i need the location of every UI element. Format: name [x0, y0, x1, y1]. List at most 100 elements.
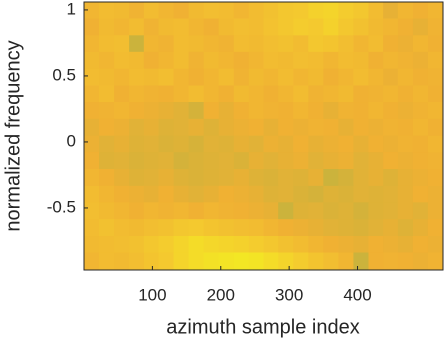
heatmap-cell — [248, 51, 264, 70]
heatmap-cell — [173, 169, 190, 187]
heatmap-cell — [368, 35, 384, 53]
heatmap-cell — [129, 102, 145, 120]
heatmap-cell — [99, 35, 115, 53]
heatmap-cell — [278, 102, 294, 120]
axes-box — [83, 1, 444, 271]
heatmap-cell — [412, 152, 429, 170]
heatmap-cell — [412, 202, 429, 220]
heatmap-cell — [158, 68, 175, 87]
heatmap-cell — [129, 135, 145, 153]
heatmap-cell — [248, 2, 264, 20]
heatmap-cell — [99, 169, 115, 187]
heatmap-cell — [368, 18, 384, 36]
heatmap-cell — [158, 102, 175, 120]
heatmap-cell — [323, 51, 339, 70]
heatmap-cell — [323, 68, 339, 87]
heatmap-cell — [427, 2, 444, 20]
heatmap-cell — [84, 102, 100, 120]
heatmap-cell — [412, 18, 429, 36]
heatmap-cell — [129, 85, 145, 103]
heatmap-cell — [368, 252, 384, 271]
heatmap-cell — [293, 169, 309, 187]
heatmap-cell — [143, 152, 160, 170]
heatmap-cell — [383, 169, 399, 187]
heatmap-cell — [263, 35, 279, 53]
heatmap-cell — [397, 152, 414, 170]
heatmap-cell — [308, 68, 324, 87]
heatmap-cell — [427, 135, 444, 153]
heatmap-cell — [397, 236, 414, 254]
heatmap-cell — [278, 185, 294, 203]
heatmap-cell — [218, 152, 235, 170]
heatmap-cell — [353, 35, 369, 53]
heatmap-cell — [218, 135, 235, 153]
heatmap-cell — [203, 102, 220, 120]
heatmap-cell — [397, 51, 414, 70]
heatmap-cell — [278, 2, 294, 20]
heatmap-cell — [188, 252, 205, 271]
heatmap-cell — [293, 219, 309, 237]
heatmap-cell — [158, 236, 175, 254]
heatmap-cell — [248, 252, 264, 271]
heatmap-cell — [308, 35, 324, 53]
heatmap-cell — [173, 2, 190, 20]
heatmap-cell — [84, 51, 100, 70]
heatmap-cell — [203, 169, 220, 187]
heatmap-cell — [383, 51, 399, 70]
heatmap-cell — [218, 252, 235, 271]
heatmap-cell — [218, 202, 235, 220]
heatmap-cell — [173, 252, 190, 271]
heatmap-cell — [368, 85, 384, 103]
heatmap-cell — [233, 185, 250, 203]
heatmap-cell — [338, 185, 354, 203]
heatmap-cell — [248, 169, 264, 187]
heatmap-cell — [412, 135, 429, 153]
heatmap-cell — [278, 51, 294, 70]
heatmap-cell — [218, 118, 235, 137]
heatmap-cell — [233, 236, 250, 254]
heatmap-cell — [248, 202, 264, 220]
heatmap-cell — [203, 219, 220, 237]
heatmap-cell — [99, 2, 115, 20]
heatmap-cell — [158, 35, 175, 53]
heatmap-cell — [368, 102, 384, 120]
heatmap-cell — [368, 51, 384, 70]
heatmap-cell — [353, 51, 369, 70]
heatmap-cell — [203, 35, 220, 53]
heatmap-cell — [427, 85, 444, 103]
heatmap-cell — [203, 68, 220, 87]
heatmap-cell — [263, 102, 279, 120]
heatmap-cell — [323, 102, 339, 120]
heatmap-cell — [308, 85, 324, 103]
heatmap-cell — [248, 236, 264, 254]
heatmap-cell — [173, 219, 190, 237]
heatmap-cell — [233, 135, 250, 153]
heatmap-cell — [427, 68, 444, 87]
heatmap-cell — [353, 118, 369, 137]
heatmap-cell — [99, 102, 115, 120]
heatmap-cell — [323, 169, 339, 187]
heatmap-cell — [323, 202, 339, 220]
heatmap-cell — [338, 51, 354, 70]
heatmap-cell — [84, 236, 100, 254]
heatmap-cell — [383, 18, 399, 36]
heatmap-cell — [383, 135, 399, 153]
heatmap-cell — [293, 2, 309, 20]
heatmap-cell — [308, 118, 324, 137]
heatmap-cell — [278, 152, 294, 170]
heatmap-cell — [308, 202, 324, 220]
heatmap-cell — [308, 18, 324, 36]
heatmap-cell — [263, 152, 279, 170]
heatmap-cell — [84, 68, 100, 87]
heatmap-cell — [412, 102, 429, 120]
heatmap-cell — [353, 102, 369, 120]
heatmap-cell — [188, 2, 205, 20]
heatmap-cell — [248, 18, 264, 36]
heatmap-cell — [129, 51, 145, 70]
heatmap-cell — [263, 202, 279, 220]
heatmap-cell — [143, 102, 160, 120]
heatmap-cell — [233, 35, 250, 53]
heatmap-cell — [293, 135, 309, 153]
heatmap-cell — [188, 185, 205, 203]
heatmap-cell — [263, 85, 279, 103]
